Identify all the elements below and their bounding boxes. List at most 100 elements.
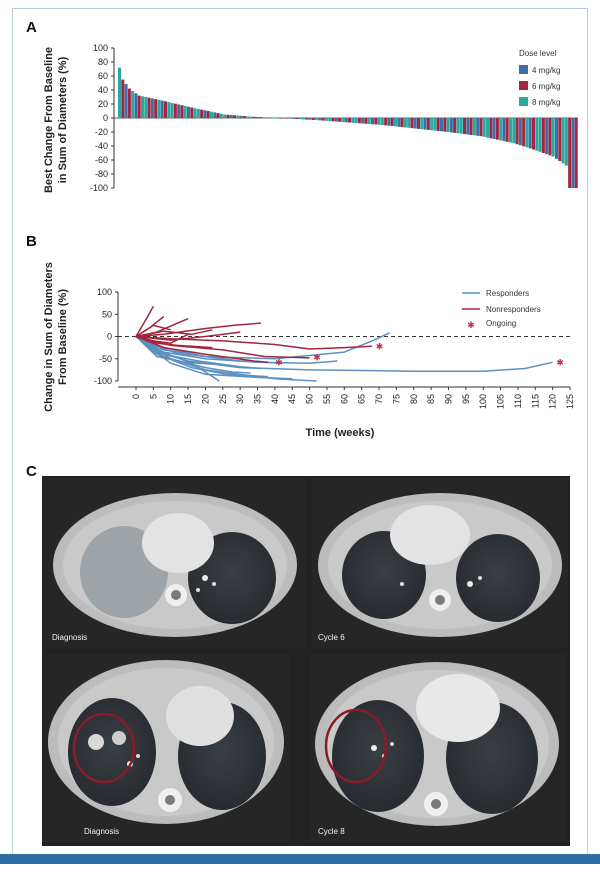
panel-b-xtick-label: 110 <box>513 394 523 408</box>
waterfall-bar <box>206 111 210 118</box>
waterfall-bar <box>509 118 513 143</box>
waterfall-bar <box>154 99 158 118</box>
panel-b-ytick-label: 0 <box>107 332 112 342</box>
waterfall-bar <box>157 99 161 118</box>
waterfall-bar <box>193 108 197 118</box>
waterfall-bar <box>568 118 572 188</box>
waterfall-bar <box>190 107 194 118</box>
waterfall-bar <box>384 118 388 126</box>
panel-b-ytick-label: 100 <box>97 287 112 297</box>
responder-series-line <box>135 335 262 370</box>
waterfall-bar <box>440 118 444 132</box>
waterfall-bar <box>495 118 499 140</box>
panel-b-ytick-label: -100 <box>94 376 112 386</box>
panel-a-ytick-label: -40 <box>95 141 108 151</box>
waterfall-bar <box>551 118 555 157</box>
panel-b-ylabel-line1: Change in Sum of Diameters <box>43 262 55 412</box>
ongoing-marker: ✱ <box>313 352 321 362</box>
dose-8-swatch <box>519 97 528 106</box>
waterfall-bar <box>459 118 463 134</box>
panel-b-xtick-label: 10 <box>166 394 176 404</box>
waterfall-bar <box>239 115 243 118</box>
ct-scan-grid: Diagnosis Cycle 6 <box>42 476 570 846</box>
panel-b-xtick-label: 105 <box>496 394 506 409</box>
panel-b-xtick-label: 15 <box>183 394 193 404</box>
panel-b-xtick-label: 125 <box>565 394 575 409</box>
nonresponder-series-line <box>135 335 213 349</box>
waterfall-bar <box>443 118 447 132</box>
waterfall-bar <box>249 116 253 118</box>
waterfall-bar <box>489 118 493 139</box>
waterfall-bar <box>295 118 299 120</box>
waterfall-bar <box>279 118 283 119</box>
panel-a-ytick-label: 0 <box>103 113 108 123</box>
panel-b-xtick-label: 65 <box>357 394 367 404</box>
waterfall-bar <box>466 118 470 135</box>
waterfall-bar <box>348 118 352 123</box>
waterfall-bar <box>141 96 145 118</box>
ct-scan-diagnosis-2: Diagnosis <box>44 654 289 842</box>
waterfall-bar <box>387 118 391 126</box>
waterfall-bar <box>426 118 430 130</box>
waterfall-bar <box>505 118 509 142</box>
lesion-circle-2 <box>324 708 388 784</box>
waterfall-bar <box>265 117 269 119</box>
waterfall-bar <box>167 102 171 118</box>
nonresponder-series-line <box>135 329 213 338</box>
panel-b-xtick-label: 40 <box>270 394 280 404</box>
panel-b-x-ticks: 0 5 10 15 20 25 30 35 40 45 50 55 60 65 70 75 80 85 90 95 10… <box>131 387 575 409</box>
responder-series-line <box>135 335 293 380</box>
waterfall-bar <box>127 88 131 118</box>
waterfall-bar <box>334 118 338 122</box>
panel-b-letter: B <box>26 233 37 250</box>
waterfall-bar <box>446 118 450 132</box>
dose-6-label: 6 mg/kg <box>532 82 560 91</box>
waterfall-bar <box>216 113 220 118</box>
waterfall-bar <box>555 118 559 159</box>
waterfall-bar <box>302 118 306 120</box>
panel-b-xtick-label: 115 <box>530 394 540 408</box>
waterfall-bar <box>121 79 125 118</box>
waterfall-bar <box>499 118 503 141</box>
panel-b-ylabel-line2: From Baseline (%) <box>57 289 69 385</box>
waterfall-bar <box>390 118 394 127</box>
waterfall-bar <box>219 113 223 118</box>
bottom-accent-bar <box>0 854 600 864</box>
waterfall-bar <box>548 118 552 156</box>
panel-a-y-ticks: 100 80 60 40 20 0 -20 -40 -60 -80 -100 <box>90 43 114 193</box>
panel-a-ylabel-line2: in Sum of Diameters (%) <box>57 56 69 183</box>
waterfall-bar <box>236 115 240 118</box>
waterfall-bar <box>160 100 164 118</box>
waterfall-bar <box>351 118 355 123</box>
panel-b-xtick-label: 80 <box>409 394 419 404</box>
waterfall-bar <box>541 118 545 153</box>
waterfall-bar <box>538 118 542 152</box>
waterfall-bar <box>210 111 214 118</box>
dose-6-swatch <box>519 81 528 90</box>
waterfall-bar <box>338 118 342 122</box>
waterfall-bar <box>430 118 434 131</box>
waterfall-bar <box>518 118 522 146</box>
waterfall-bar <box>558 118 562 162</box>
waterfall-bar <box>259 117 263 119</box>
waterfall-bar <box>223 114 227 118</box>
waterfall-bar <box>433 118 437 131</box>
waterfall-bar <box>150 98 154 118</box>
waterfall-bar <box>124 84 128 118</box>
panel-b-xtick-label: 70 <box>374 394 384 404</box>
panel-a-legend: Dose level 4 mg/kg 6 mg/kg 8 mg/kg <box>519 49 560 107</box>
panel-b-xtick-label: 90 <box>443 394 453 404</box>
waterfall-bar <box>367 118 371 125</box>
waterfall-bar <box>203 110 207 118</box>
waterfall-bar <box>147 97 151 118</box>
panel-a-ytick-label: 20 <box>98 99 108 109</box>
responder-series-line <box>135 332 390 360</box>
responder-series-line <box>135 335 268 378</box>
dose-4-swatch <box>519 65 528 74</box>
waterfall-bar <box>380 118 384 125</box>
panel-b-xlabel: Time (weeks) <box>306 427 375 439</box>
panel-a-ytick-label: 100 <box>93 43 108 53</box>
panel-b-xtick-label: 35 <box>253 394 263 404</box>
waterfall-bar <box>479 118 483 137</box>
waterfall-bar <box>476 118 480 136</box>
